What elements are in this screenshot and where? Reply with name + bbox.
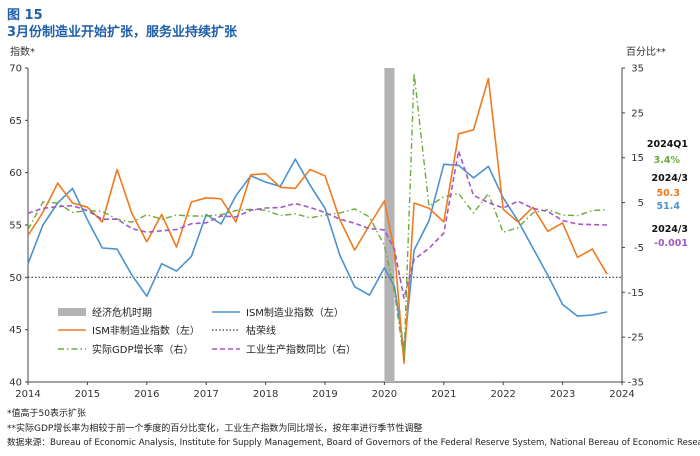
annotation-ip-value: -0.001	[654, 238, 688, 249]
left-tick-label: 50	[9, 273, 22, 284]
annotation-gdp-value: 3.4%	[654, 155, 681, 166]
legend-ip-label: 工业生产指数同比（右）	[246, 343, 356, 356]
right-tick-label: 25	[631, 108, 644, 119]
left-tick-label: 45	[9, 325, 22, 336]
right-tick-label: 5	[638, 198, 644, 209]
value-annotations: 2024Q1 3.4% 2024/3 50.3 51.4 2024/3 -0.0…	[647, 139, 688, 249]
legend-mfg-label: ISM制造业指数（左）	[246, 306, 344, 319]
left-tick-label: 60	[9, 168, 22, 179]
annotation-mfg-value: 51.4	[657, 201, 681, 212]
x-tick-label: 2023	[550, 389, 575, 400]
series-layer	[27, 72, 608, 365]
x-axis-ticks: 2014 2015 2016 2017 2018 2019 2020 2021 2022 2023…	[15, 382, 635, 400]
x-tick-label: 2024	[609, 389, 634, 400]
legend-nonmfg-label: ISM非制造业指数（左）	[92, 324, 200, 337]
series-line-ip	[27, 150, 608, 299]
figure-title: 3月份制造业开始扩张，服务业持续扩张	[7, 25, 238, 40]
series-line-nonmfg	[27, 77, 608, 365]
x-tick-label: 2019	[312, 389, 337, 400]
left-axis-ticks: 40 45 50 55 60 65 70	[9, 64, 28, 389]
x-tick-label: 2016	[134, 389, 159, 400]
right-tick-label: -25	[628, 333, 644, 344]
legend-recession-swatch	[58, 308, 86, 316]
annotation-ip-date: 2024/3	[651, 224, 688, 235]
x-tick-label: 2014	[15, 389, 40, 400]
x-tick-label: 2020	[372, 389, 397, 400]
data-source: 数据来源：Bureau of Economic Analysis, Instit…	[7, 438, 700, 448]
right-tick-label: -15	[628, 288, 644, 299]
figure-number: 图 15	[7, 8, 43, 23]
annotation-gdp-date: 2024Q1	[647, 139, 688, 150]
x-tick-label: 2018	[253, 389, 278, 400]
left-axis-label: 指数*	[10, 45, 35, 58]
right-tick-label: -35	[628, 378, 644, 389]
left-tick-label: 55	[9, 221, 22, 232]
right-tick-label: -5	[634, 243, 644, 254]
right-axis-label: 百分比**	[626, 46, 666, 58]
left-tick-label: 40	[9, 378, 22, 389]
right-axis-ticks: -35 -25 -15 -5 5 15 25 35	[622, 64, 644, 389]
left-tick-label: 70	[9, 64, 22, 75]
left-tick-label: 65	[9, 116, 22, 127]
right-tick-label: 15	[631, 153, 644, 164]
x-tick-label: 2021	[431, 389, 456, 400]
right-tick-label: 35	[631, 64, 644, 75]
series-line-mfg	[27, 158, 608, 351]
legend-gdp-label: 实际GDP增长率（右）	[92, 343, 193, 356]
x-tick-label: 2017	[193, 389, 218, 400]
note-threshold: *值高于50表示扩张	[7, 409, 86, 419]
legend-threshold-label: 枯荣线	[246, 324, 276, 337]
legend: 经济危机时期 ISM制造业指数（左） ISM非制造业指数（左） 枯荣线 实际GD…	[58, 306, 356, 356]
legend-recession-label: 经济危机时期	[92, 306, 152, 319]
x-tick-label: 2015	[75, 389, 100, 400]
annotation-pmi-date: 2024/3	[651, 173, 688, 184]
annotation-nonmfg-value: 50.3	[657, 188, 680, 199]
x-tick-label: 2022	[490, 389, 515, 400]
note-methodology: **实际GDP增长率为相较于前一个季度的百分比变化，工业生产指数为同比增长，按年…	[7, 424, 423, 434]
